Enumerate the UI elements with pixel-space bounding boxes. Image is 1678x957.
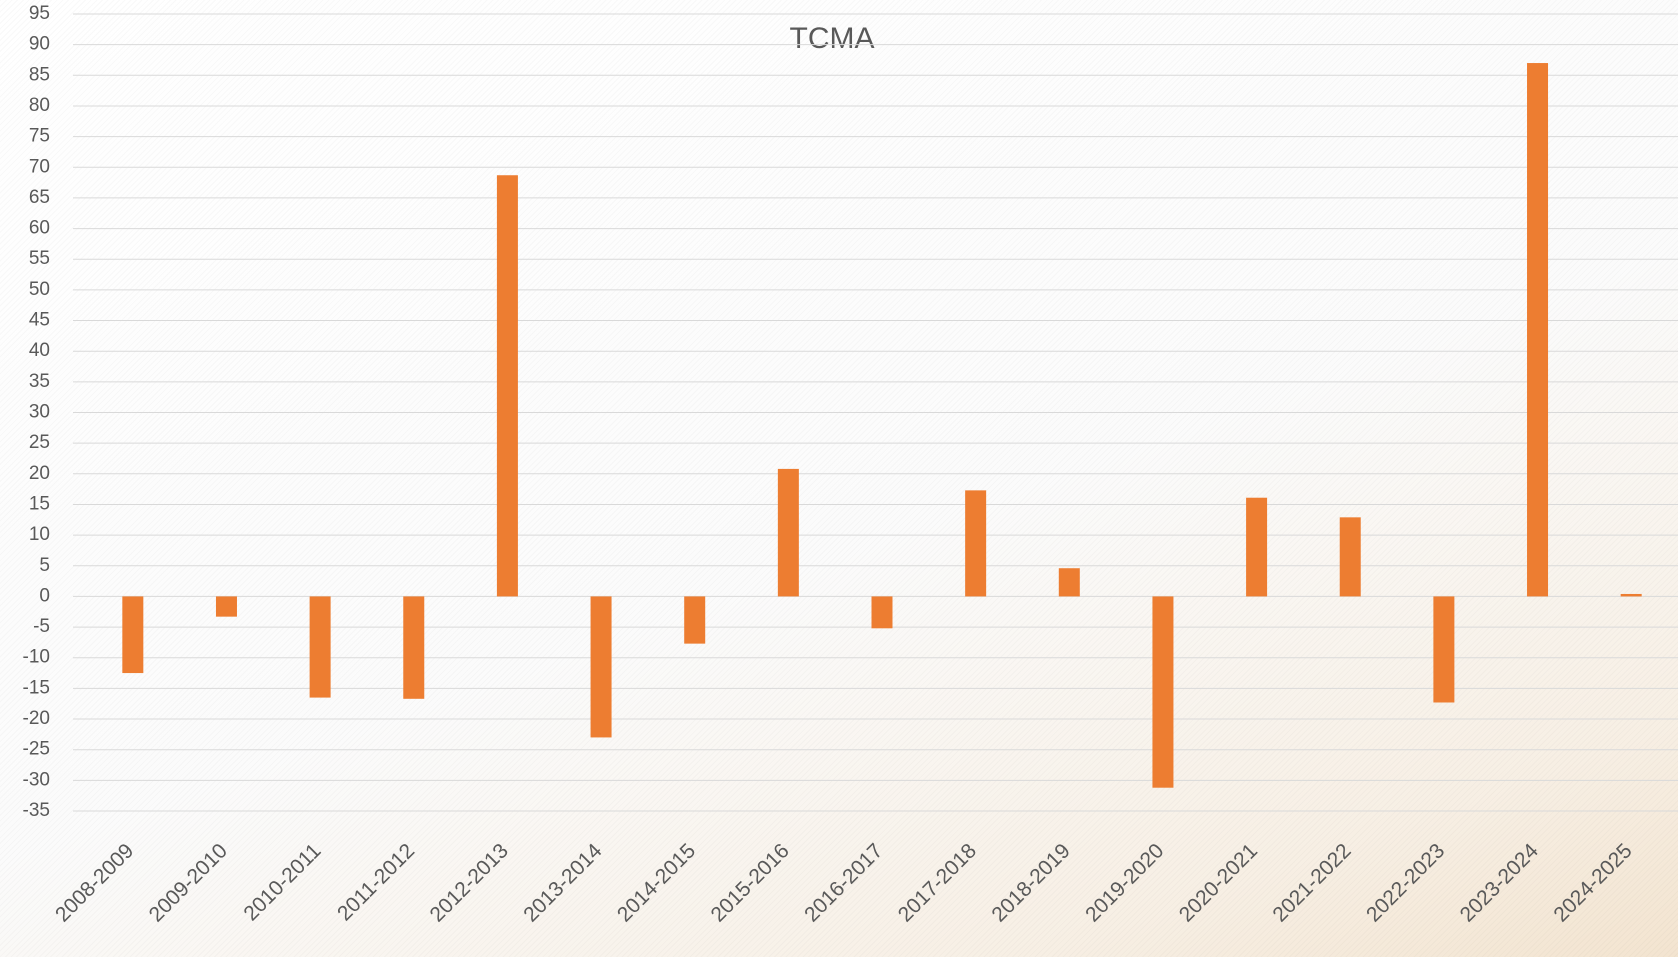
bar: [309, 596, 331, 698]
x-tick-label: 2008-2009: [51, 839, 138, 926]
y-tick-label: -30: [23, 769, 50, 790]
bar: [122, 596, 144, 674]
x-tick-label: 2013-2014: [519, 839, 607, 927]
x-tick-label: 2018-2019: [987, 839, 1074, 926]
x-tick-label: 2023-2024: [1456, 839, 1544, 927]
bar: [496, 175, 518, 597]
bar: [1527, 63, 1549, 597]
y-tick-label: -35: [23, 800, 50, 821]
bar: [590, 596, 612, 738]
y-tick-label: 95: [29, 3, 50, 24]
y-tick-label: -20: [23, 708, 50, 729]
y-tick-label: 70: [29, 156, 50, 177]
bar: [1620, 593, 1642, 597]
y-tick-label: -25: [23, 739, 50, 760]
y-tick-label: 20: [29, 463, 50, 484]
y-tick-label: 45: [29, 310, 50, 331]
y-tick-label: -5: [33, 616, 50, 637]
x-tick-label: 2019-2020: [1081, 839, 1168, 926]
y-tick-label: -10: [23, 647, 50, 668]
y-tick-label: 0: [39, 585, 50, 606]
bar: [1433, 596, 1455, 703]
bar: [215, 596, 237, 617]
x-tick-label: 2024-2025: [1549, 839, 1636, 926]
y-tick-label: 35: [29, 371, 50, 392]
chart-title: TCMA: [790, 22, 875, 55]
x-tick-label: 2011-2012: [333, 839, 419, 925]
y-tick-label: 65: [29, 187, 50, 208]
y-tick-label: 60: [29, 218, 50, 239]
x-tick-label: 2009-2010: [145, 839, 232, 926]
x-tick-label: 2014-2015: [613, 839, 700, 926]
y-tick-label: 5: [39, 555, 50, 576]
bar: [403, 596, 425, 699]
bar: [1246, 497, 1268, 597]
y-tick-label: 55: [29, 248, 50, 269]
x-tick-label: 2012-2013: [426, 839, 513, 926]
y-tick-label: 40: [29, 340, 50, 361]
bar: [777, 468, 799, 597]
bar: [871, 596, 893, 629]
y-tick-label: 15: [29, 493, 50, 514]
bar: [684, 596, 706, 644]
x-tick-label: 2020-2021: [1175, 839, 1262, 926]
x-tick-label: 2016-2017: [800, 839, 887, 926]
x-tick-label: 2017-2018: [894, 839, 981, 926]
x-tick-label: 2010-2011: [239, 839, 325, 925]
x-tick-label: 2021-2022: [1268, 839, 1355, 926]
y-tick-label: 90: [29, 34, 50, 55]
bar: [1339, 517, 1361, 597]
y-tick-label: 80: [29, 95, 50, 116]
x-tick-label: 2015-2016: [707, 839, 794, 926]
y-tick-label: 25: [29, 432, 50, 453]
bar: [1152, 596, 1174, 788]
y-tick-label: 10: [29, 524, 50, 545]
y-tick-label: 75: [29, 126, 50, 147]
y-tick-label: 50: [29, 279, 50, 300]
x-tick-label: 2022-2023: [1362, 839, 1449, 926]
bar: [1058, 568, 1080, 597]
y-tick-label: -15: [23, 677, 50, 698]
y-tick-label: 85: [29, 64, 50, 85]
bar: [965, 490, 987, 597]
y-tick-label: 30: [29, 402, 50, 423]
